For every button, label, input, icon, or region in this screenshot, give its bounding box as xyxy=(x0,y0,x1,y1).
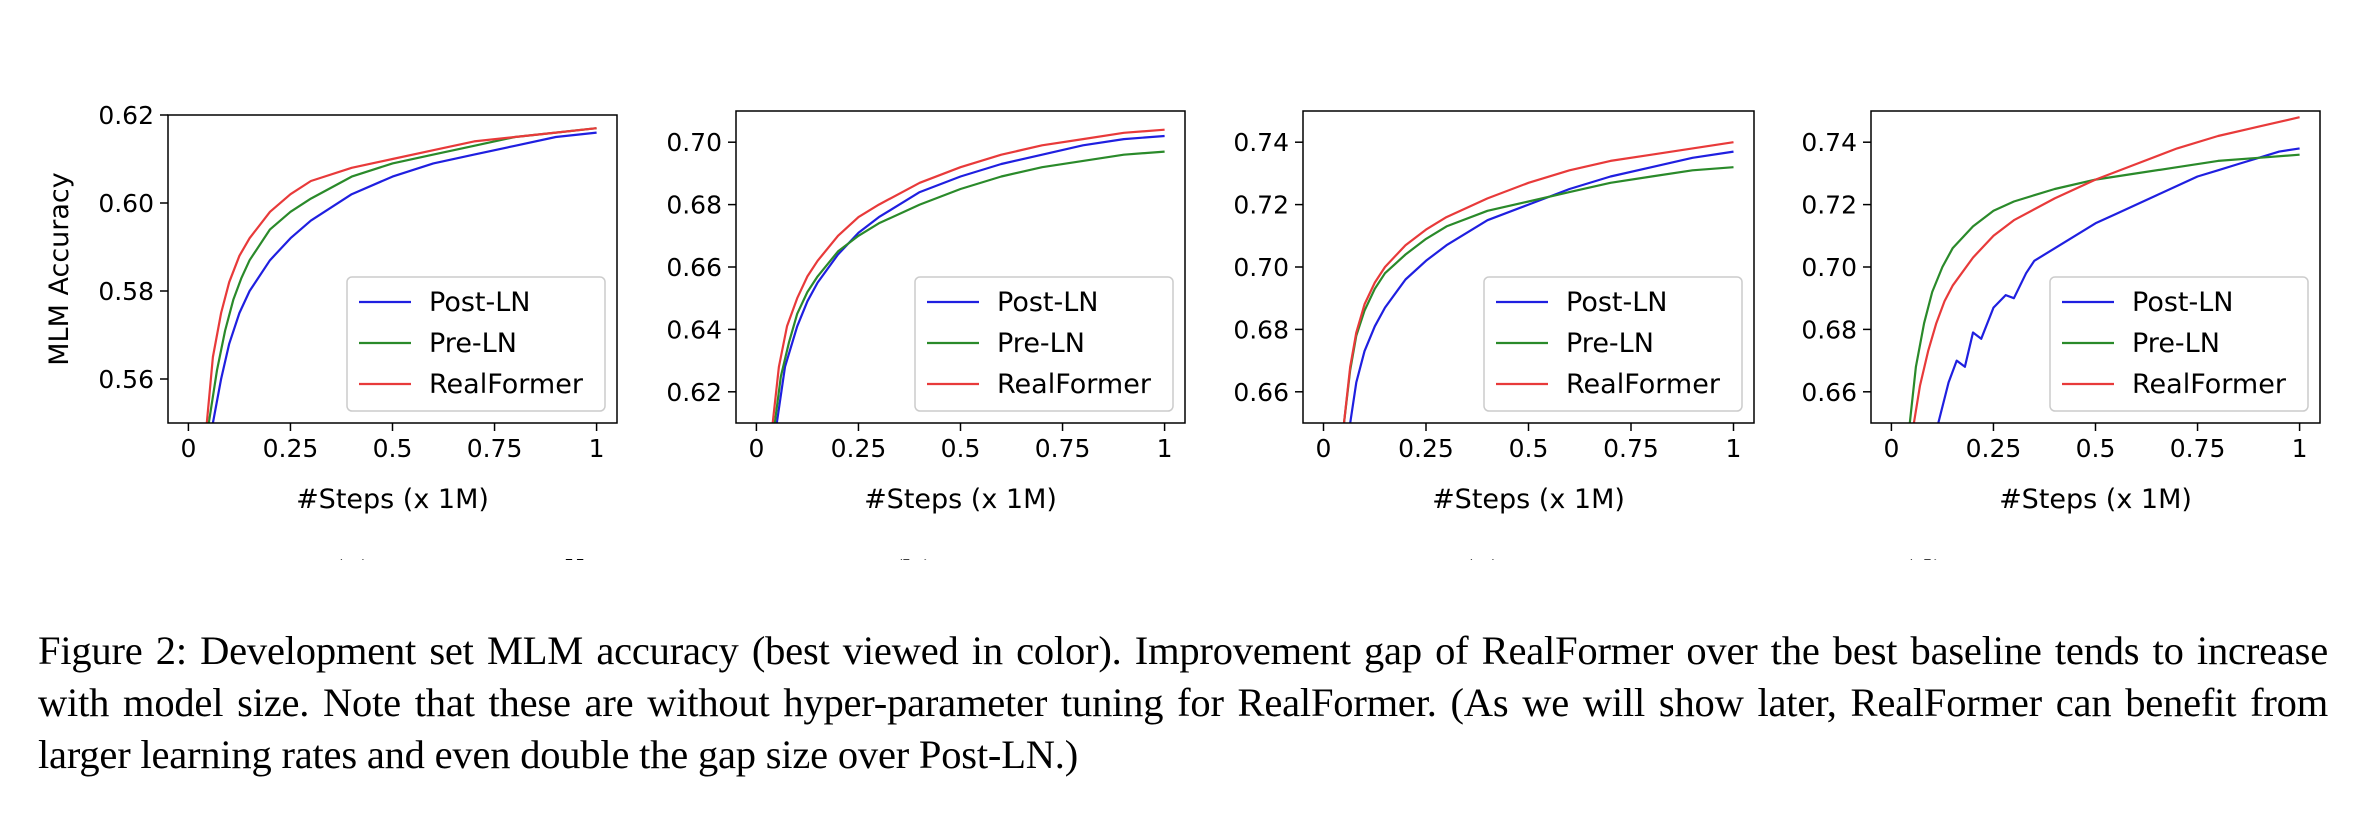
legend-box xyxy=(914,276,1174,412)
series-line-pre-ln xyxy=(207,127,597,423)
series-line-post-ln xyxy=(1937,147,2300,423)
x-tick-label: 1 xyxy=(589,434,605,463)
y-tick-label: 0.70 xyxy=(666,128,722,157)
y-tick-label: 0.70 xyxy=(1233,253,1289,282)
subcaption: (d) BERT-xLarge xyxy=(1900,551,2179,560)
legend-label-pre-ln: Pre-LN xyxy=(2132,328,2220,359)
chart-panel-1: 0 0.25 0.5 0.75 1 0.62 0.64 0.66 0.68 0.70 #Steps … xyxy=(666,110,1186,515)
x-tick-label: 0.75 xyxy=(467,434,523,463)
y-tick-label: 0.74 xyxy=(1233,128,1289,157)
x-tick-label: 0.5 xyxy=(941,434,981,463)
subcaption: (b) BERT-Base xyxy=(890,551,1134,560)
chart-panel-3: 0 0.25 0.5 0.75 1 0.66 0.68 0.70 0.72 0.74 #Steps … xyxy=(1801,110,2321,515)
y-tick-label: 0.74 xyxy=(1801,128,1857,157)
x-tick-label: 0.25 xyxy=(831,434,887,463)
x-tick-label: 1 xyxy=(1726,434,1742,463)
legend-label-realformer: RealFormer xyxy=(2132,369,2287,400)
y-tick-label: 0.66 xyxy=(1801,378,1857,407)
legend-label-post-ln: Post-LN xyxy=(997,287,1098,318)
series-line-post-ln xyxy=(1349,150,1734,423)
legend-box xyxy=(2049,276,2309,412)
x-tick-label: 0.75 xyxy=(1603,434,1659,463)
legend-label-realformer: RealFormer xyxy=(1566,369,1721,400)
x-tick-label: 0 xyxy=(180,434,196,463)
x-tick-label: 0.5 xyxy=(2076,434,2116,463)
legend-label-post-ln: Post-LN xyxy=(2132,287,2233,318)
legend-label-post-ln: Post-LN xyxy=(1566,287,1667,318)
y-tick-label: 0.62 xyxy=(98,101,154,130)
series-line-realformer xyxy=(771,128,1165,423)
x-tick-label: 0 xyxy=(1316,434,1332,463)
legend-label-realformer: RealFormer xyxy=(429,369,584,400)
legend-label-pre-ln: Pre-LN xyxy=(997,328,1085,359)
x-axis-label: #Steps (x 1M) xyxy=(864,484,1057,515)
chart-panel-0: 0 0.25 0.5 0.75 1 0.56 0.58 0.60 0.62 #Steps (x 1… xyxy=(44,101,618,515)
x-tick-label: 0.25 xyxy=(263,434,319,463)
x-tick-label: 0.5 xyxy=(1509,434,1549,463)
y-axis-label: MLM Accuracy xyxy=(44,172,75,366)
x-tick-label: 1 xyxy=(2292,434,2308,463)
x-tick-label: 0 xyxy=(748,434,764,463)
chart-panel-2: 0 0.25 0.5 0.75 1 0.66 0.68 0.70 0.72 0.74 #Steps … xyxy=(1233,110,1755,515)
y-tick-label: 0.72 xyxy=(1801,191,1857,220)
y-tick-label: 0.56 xyxy=(98,365,154,394)
y-tick-label: 0.64 xyxy=(666,315,722,344)
series-line-realformer xyxy=(1912,116,2300,423)
legend-label-pre-ln: Pre-LN xyxy=(429,328,517,359)
y-tick-label: 0.72 xyxy=(1233,191,1289,220)
y-tick-label: 0.66 xyxy=(666,253,722,282)
x-tick-label: 0 xyxy=(1883,434,1899,463)
y-tick-label: 0.66 xyxy=(1233,378,1289,407)
x-axis-label: #Steps (x 1M) xyxy=(1432,484,1625,515)
y-tick-label: 0.68 xyxy=(1801,315,1857,344)
x-tick-label: 0.75 xyxy=(1035,434,1091,463)
subcaption: (c) BERT-Large xyxy=(1460,551,1716,560)
y-tick-label: 0.62 xyxy=(666,378,722,407)
figure-caption: Figure 2: Development set MLM accuracy (… xyxy=(38,628,2328,777)
subcaption: (a) BERT-Small xyxy=(330,551,587,560)
series-line-post-ln xyxy=(775,134,1165,423)
y-tick-label: 0.70 xyxy=(1801,253,1857,282)
x-axis-label: #Steps (x 1M) xyxy=(296,484,489,515)
x-tick-label: 0.75 xyxy=(2170,434,2226,463)
x-tick-label: 1 xyxy=(1157,434,1173,463)
y-tick-label: 0.68 xyxy=(1233,315,1289,344)
y-tick-label: 0.68 xyxy=(666,191,722,220)
series-line-pre-ln xyxy=(1342,166,1734,423)
legend-box xyxy=(1483,276,1743,412)
figure-charts: 0 0.25 0.5 0.75 1 0.56 0.58 0.60 0.62 #Steps (x 1… xyxy=(44,101,2321,560)
series-line-pre-ln xyxy=(1908,153,2300,423)
legend-label-realformer: RealFormer xyxy=(997,369,1152,400)
x-axis-label: #Steps (x 1M) xyxy=(1999,484,2192,515)
legend-label-pre-ln: Pre-LN xyxy=(1566,328,1654,359)
y-tick-label: 0.58 xyxy=(98,277,154,306)
x-tick-label: 0.25 xyxy=(1966,434,2022,463)
y-tick-label: 0.60 xyxy=(98,189,154,218)
series-line-pre-ln xyxy=(773,150,1165,423)
x-tick-label: 0.5 xyxy=(373,434,413,463)
legend-label-post-ln: Post-LN xyxy=(429,287,530,318)
x-tick-label: 0.25 xyxy=(1398,434,1454,463)
series-line-realformer xyxy=(205,127,597,423)
legend-box xyxy=(346,276,606,412)
series-line-realformer xyxy=(1342,141,1734,423)
series-line-post-ln xyxy=(211,131,597,423)
